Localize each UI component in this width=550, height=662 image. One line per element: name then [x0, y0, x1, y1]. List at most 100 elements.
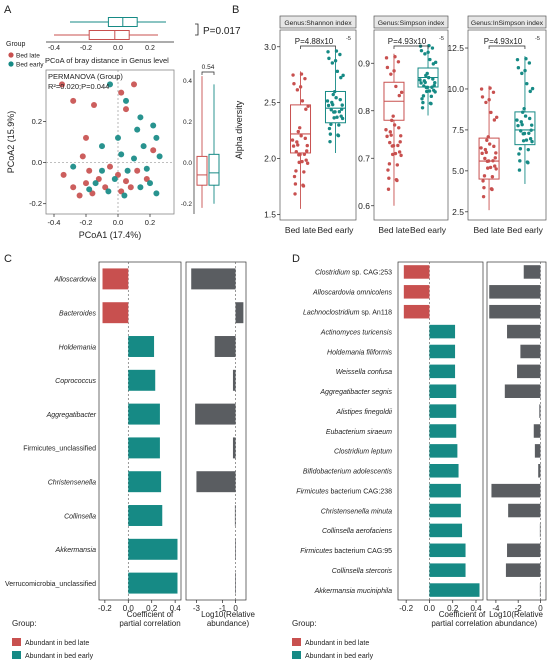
b-point [328, 139, 332, 144]
a-legend-late: Bed late [16, 53, 40, 60]
d-category-label: Collinsella stercoris [332, 568, 393, 575]
b-point [384, 56, 389, 60]
c-category-label: Alloscardovia [53, 277, 96, 284]
a-point [107, 81, 113, 88]
c-xtick-label: -0.2 [98, 604, 112, 613]
d-log-xtick-label: -4 [492, 604, 500, 613]
b-point [332, 116, 336, 120]
a-r2p: R²=0.020;P=0.044 [48, 82, 109, 91]
d-log-bar [533, 424, 541, 438]
a-point [118, 151, 125, 158]
d-bar [429, 543, 466, 558]
d-category-label: Alistipes finegoldii [335, 409, 392, 416]
a-point [70, 97, 77, 104]
a-point [115, 171, 121, 178]
a-point [118, 188, 125, 195]
b-point [480, 95, 485, 99]
b-facet-title: Genus:Shannon index [284, 20, 352, 27]
c-log-xtick-label: -1 [219, 604, 227, 613]
b-point [341, 73, 345, 78]
b-point [399, 153, 403, 158]
c-bar [128, 336, 155, 357]
d-log-bar [491, 483, 541, 498]
panel-label-c: C [4, 253, 12, 265]
c-log-xtick-label: 0 [233, 604, 238, 613]
a-right-tick-label: 0.2 [183, 119, 192, 126]
b-point [395, 178, 399, 183]
b-point [390, 152, 395, 157]
b-point [394, 84, 398, 89]
b-point [515, 118, 519, 122]
b-point [528, 89, 532, 94]
b-point [426, 75, 431, 80]
b-point [334, 49, 339, 53]
d-bar [429, 464, 459, 478]
a-point [89, 190, 96, 197]
d-xtick-label: 0.0 [424, 604, 436, 613]
a-point [79, 153, 86, 160]
b-point [490, 187, 494, 192]
d-category-label: Bifidobacterium adolescentis [303, 469, 393, 476]
b-point [293, 182, 298, 186]
b-point [385, 134, 389, 139]
b-point [424, 89, 429, 94]
c-bar [128, 471, 162, 493]
d-category-label: Clostridium leptum [334, 449, 392, 456]
b-point [303, 76, 307, 81]
c-log-bar [196, 471, 236, 493]
c-category-label: Collinsella [64, 513, 96, 520]
d-log-bar [508, 503, 541, 518]
a-point [124, 167, 131, 174]
a-point [143, 165, 150, 172]
b-point [331, 92, 335, 97]
b-point [491, 159, 495, 163]
b-point [431, 77, 435, 81]
panel-label-b: B [232, 4, 239, 16]
b-point [297, 153, 301, 157]
b-ytick-label: 0.7 [358, 153, 370, 163]
b-ylabel: Alpha diversity [234, 100, 244, 159]
b-point [492, 144, 496, 149]
b-point [430, 85, 434, 89]
b-point [419, 48, 424, 53]
a-point [70, 184, 77, 191]
a-xtick-label: -0.4 [48, 218, 61, 227]
a-point [150, 122, 157, 129]
d-category-label: Collinsella aerofaciens [322, 528, 393, 535]
b-point [296, 129, 300, 134]
b-point [384, 128, 388, 132]
b-point [526, 161, 530, 165]
b-facet-title: Genus:Simpson index [378, 20, 445, 27]
b-point [421, 100, 425, 105]
b-point [332, 89, 337, 94]
c-legend-swatch-late [12, 638, 21, 646]
a-point [70, 163, 77, 170]
d-category-label: Firmicutes bacterium CAG:238 [296, 488, 392, 495]
b-point [524, 138, 529, 142]
b-facet: Genus:Simpson index 0.9 0.8 0.7 0.6 Bed late B… [358, 15, 449, 235]
b-point [290, 138, 295, 142]
b-point [431, 62, 436, 66]
c-log-bar [234, 505, 236, 526]
a-plot-frame [45, 69, 175, 215]
b-point [493, 164, 497, 168]
b-point [418, 78, 422, 82]
c-legend-early: Abundant in bed early [25, 653, 94, 660]
c-log-xtick-label: -3 [193, 604, 201, 613]
a-point [86, 167, 93, 174]
b-facet-frame [373, 29, 449, 221]
b-point [396, 143, 400, 148]
b-point [518, 147, 523, 151]
b-ytick-label: 2.5 [264, 98, 276, 108]
c-bar [102, 268, 129, 290]
b-point [295, 140, 299, 144]
b-xtick-label: Bed early [507, 225, 544, 235]
b-point [433, 81, 437, 85]
b-point [479, 146, 483, 150]
a-ytick-label: 0.0 [32, 158, 42, 167]
b-ytick-label: 7.5 [452, 125, 464, 135]
b-point [337, 110, 342, 114]
b-point [519, 120, 523, 124]
c-chart: Alloscardovia Bacteroides Holdemania Coproc… [5, 261, 247, 613]
